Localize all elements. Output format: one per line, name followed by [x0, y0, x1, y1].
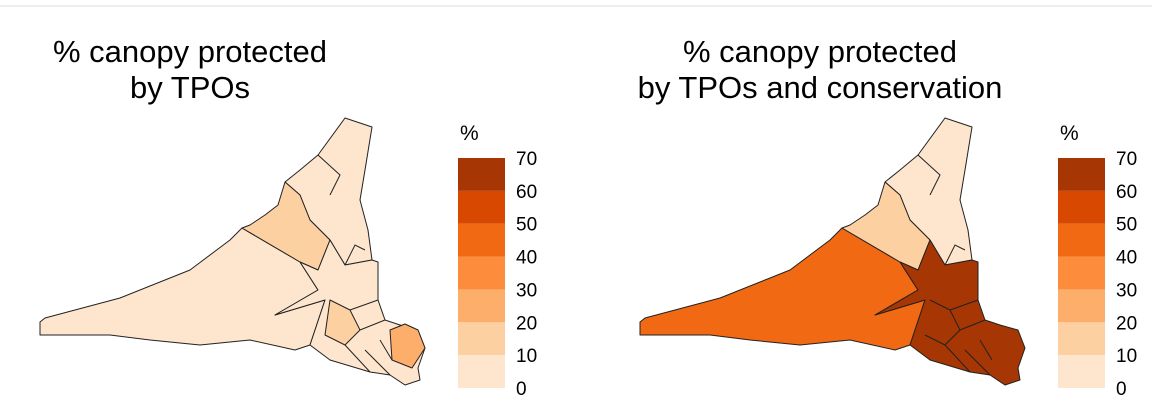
- legend-tick-label: 40: [1116, 248, 1137, 269]
- legend-swatch: [458, 289, 505, 323]
- legend-swatch: [1058, 289, 1105, 323]
- legend-tick-label: 60: [516, 182, 537, 203]
- legend-swatch: [1058, 190, 1105, 224]
- legend-tick-label: 10: [1116, 346, 1137, 367]
- map-title: % canopy protected: [53, 34, 327, 69]
- region: [874, 239, 1026, 386]
- map-left: [39, 117, 426, 386]
- legend-tick-label: 50: [1116, 215, 1137, 236]
- legend-tick-label: 30: [1116, 280, 1137, 301]
- legend-tick-label: 0: [1116, 379, 1127, 400]
- legend-tick-label: 10: [516, 346, 537, 367]
- legend-tick-label: 40: [516, 248, 537, 269]
- legend-title: %: [1060, 122, 1079, 145]
- legend-swatch: [458, 190, 505, 224]
- legend-tick-label: 60: [1116, 182, 1137, 203]
- map-right: [639, 117, 1026, 386]
- map-title: by TPOs and conservation: [638, 70, 1003, 105]
- legend-swatch: [458, 223, 505, 257]
- legend-tick-label: 70: [1116, 149, 1137, 170]
- legend-tick-label: 20: [516, 313, 537, 334]
- legend-swatch: [458, 355, 505, 388]
- legend-tick-label: 70: [516, 149, 537, 170]
- legend-title: %: [460, 122, 479, 145]
- boundary: [917, 154, 993, 376]
- legend-swatch: [1058, 256, 1105, 290]
- map-title: by TPOs: [130, 70, 250, 105]
- legend-swatch: [1058, 158, 1105, 191]
- boundary: [317, 154, 393, 376]
- legend-tick-label: 30: [516, 280, 537, 301]
- legend-tick-label: 20: [1116, 313, 1137, 334]
- legend-tick-label: 0: [516, 379, 527, 400]
- legend-swatch: [458, 322, 505, 356]
- legend-swatch: [458, 256, 505, 290]
- legend-swatch: [458, 158, 505, 191]
- legend-swatch: [1058, 355, 1105, 388]
- legend-swatch: [1058, 322, 1105, 356]
- map-title: % canopy protected: [683, 34, 957, 69]
- legend-swatch: [1058, 223, 1105, 257]
- region: [324, 299, 361, 346]
- legend-tick-label: 50: [516, 215, 537, 236]
